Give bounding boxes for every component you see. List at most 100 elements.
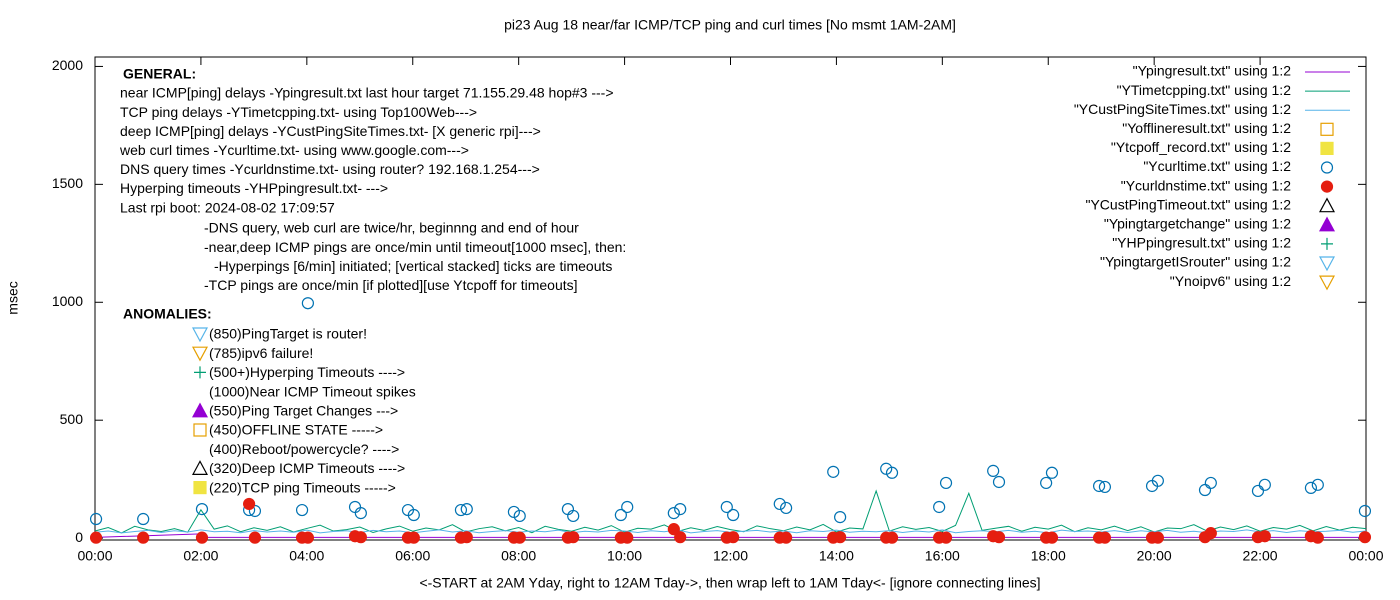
marker	[1358, 531, 1372, 544]
marker	[834, 531, 847, 544]
legend-swatch	[1320, 161, 1334, 174]
legend-swatch	[1318, 275, 1336, 291]
marker	[614, 508, 627, 522]
x-tick-label: 16:00	[925, 548, 960, 564]
annotation: TCP ping delays -YTimetcpping.txt- using…	[120, 104, 477, 120]
annotation: -near,deep ICMP pings are once/min until…	[204, 239, 626, 255]
legend-label: "Yofflineresult.txt" using 1:2	[1122, 120, 1291, 136]
legend-swatch	[1320, 141, 1334, 155]
marker	[720, 500, 733, 514]
marker	[667, 507, 680, 520]
x-tick-label: 00:00	[1348, 548, 1383, 564]
marker	[295, 503, 309, 517]
marker	[1098, 531, 1112, 544]
legend-label: "Ynoipv6" using 1:2	[1170, 273, 1291, 289]
marker	[1098, 480, 1112, 494]
marker	[354, 507, 367, 520]
legend-swatch	[1321, 237, 1333, 250]
x-tick-label: 02:00	[183, 548, 218, 564]
annotation: (500+)Hyperping Timeouts ---->	[209, 364, 405, 380]
legend-label: "Ypingtargetchange" using 1:2	[1104, 216, 1291, 232]
legend-label: "YCustPingTimeout.txt" using 1:2	[1085, 196, 1291, 212]
marker	[513, 509, 526, 523]
marker	[89, 512, 103, 526]
marker	[1358, 504, 1372, 518]
x-tick-label: 18:00	[1031, 548, 1066, 564]
annotation: DNS query times -Ycurldnstime.txt- using…	[120, 161, 540, 177]
x-tick-label: 22:00	[1243, 548, 1278, 564]
y-axis-label: msec	[5, 281, 21, 314]
x-tick-label: 20:00	[1137, 548, 1172, 564]
x-tick-label: 12:00	[713, 548, 748, 564]
y-tick-label: 500	[60, 411, 84, 427]
legend-label: "YTimetcpping.txt" using 1:2	[1117, 82, 1292, 98]
marker	[1045, 466, 1059, 479]
annotation: (400)Reboot/powercycle? ---->	[209, 441, 399, 457]
marker	[567, 509, 580, 523]
annotation: (850)PingTarget is router!	[209, 326, 367, 342]
legend-swatch	[1320, 122, 1334, 136]
marker	[987, 464, 1000, 477]
legend-label: "YCustPingSiteTimes.txt" using 1:2	[1074, 101, 1291, 117]
x-tick-label: 08:00	[501, 548, 536, 564]
marker	[1204, 527, 1217, 540]
legend-label: "YHPpingresult.txt" using 1:2	[1112, 235, 1291, 251]
marker	[773, 497, 786, 511]
legend-swatch	[1318, 197, 1336, 213]
marker	[992, 475, 1006, 489]
marker	[674, 503, 687, 516]
y-tick-label: 1500	[52, 175, 83, 191]
marker	[1045, 531, 1059, 544]
annotation: deep ICMP[ping] delays -YCustPingSiteTim…	[120, 123, 541, 139]
marker	[407, 531, 420, 544]
legend-swatch	[1320, 180, 1334, 193]
x-tick-label: 04:00	[289, 548, 324, 564]
marker	[1151, 531, 1164, 544]
marker	[137, 531, 150, 544]
annotation: (220)TCP ping Timeouts ----->	[209, 479, 396, 495]
marker	[1251, 484, 1265, 498]
annotation: (320)Deep ICMP Timeouts ---->	[209, 460, 405, 476]
marker	[195, 503, 209, 516]
annotation: Hyperping timeouts -YHPpingresult.txt- -…	[120, 180, 388, 196]
marker	[1258, 530, 1271, 543]
legend-label: "Ycurltime.txt" using 1:2	[1143, 158, 1291, 174]
marker	[727, 531, 740, 544]
marker	[460, 531, 473, 544]
marker	[939, 476, 953, 490]
annotation: -Hyperpings [6/min] initiated; [vertical…	[214, 258, 612, 274]
marker	[1198, 483, 1212, 497]
marker	[348, 500, 362, 514]
marker	[460, 503, 473, 516]
annotation: near ICMP[ping] delays -Ypingresult.txt …	[120, 85, 614, 101]
x-tick-label: 00:00	[77, 548, 112, 564]
legend-swatch	[1318, 216, 1336, 232]
annotation: (785)ipv6 failure!	[209, 345, 313, 361]
annotation-symbol	[193, 481, 207, 495]
annotation: web curl times -Ycurltime.txt- using www…	[119, 142, 469, 158]
marker	[1304, 481, 1318, 494]
legend-label: "Ycurldnstime.txt" using 1:2	[1121, 177, 1291, 193]
marker	[195, 531, 209, 544]
annotation: -TCP pings are once/min [if plotted][use…	[204, 277, 578, 293]
annotation-symbol	[191, 402, 209, 418]
marker	[992, 531, 1006, 544]
annotation-symbol	[191, 346, 209, 362]
marker	[89, 531, 103, 544]
marker	[513, 531, 526, 544]
marker	[885, 531, 899, 544]
marker	[454, 503, 468, 517]
annotation-symbol	[194, 366, 206, 379]
marker	[780, 531, 793, 544]
marker	[780, 501, 793, 515]
y-tick-label: 0	[75, 529, 83, 545]
annotation-heading: ANOMALIES:	[123, 306, 212, 322]
marker	[567, 531, 580, 544]
marker	[674, 531, 687, 544]
marker	[248, 531, 262, 544]
annotation-symbol	[191, 460, 209, 475]
y-tick-label: 2000	[52, 57, 83, 73]
legend-label: "Ytcpoff_record.txt" using 1:2	[1111, 139, 1291, 155]
marker	[834, 511, 847, 524]
